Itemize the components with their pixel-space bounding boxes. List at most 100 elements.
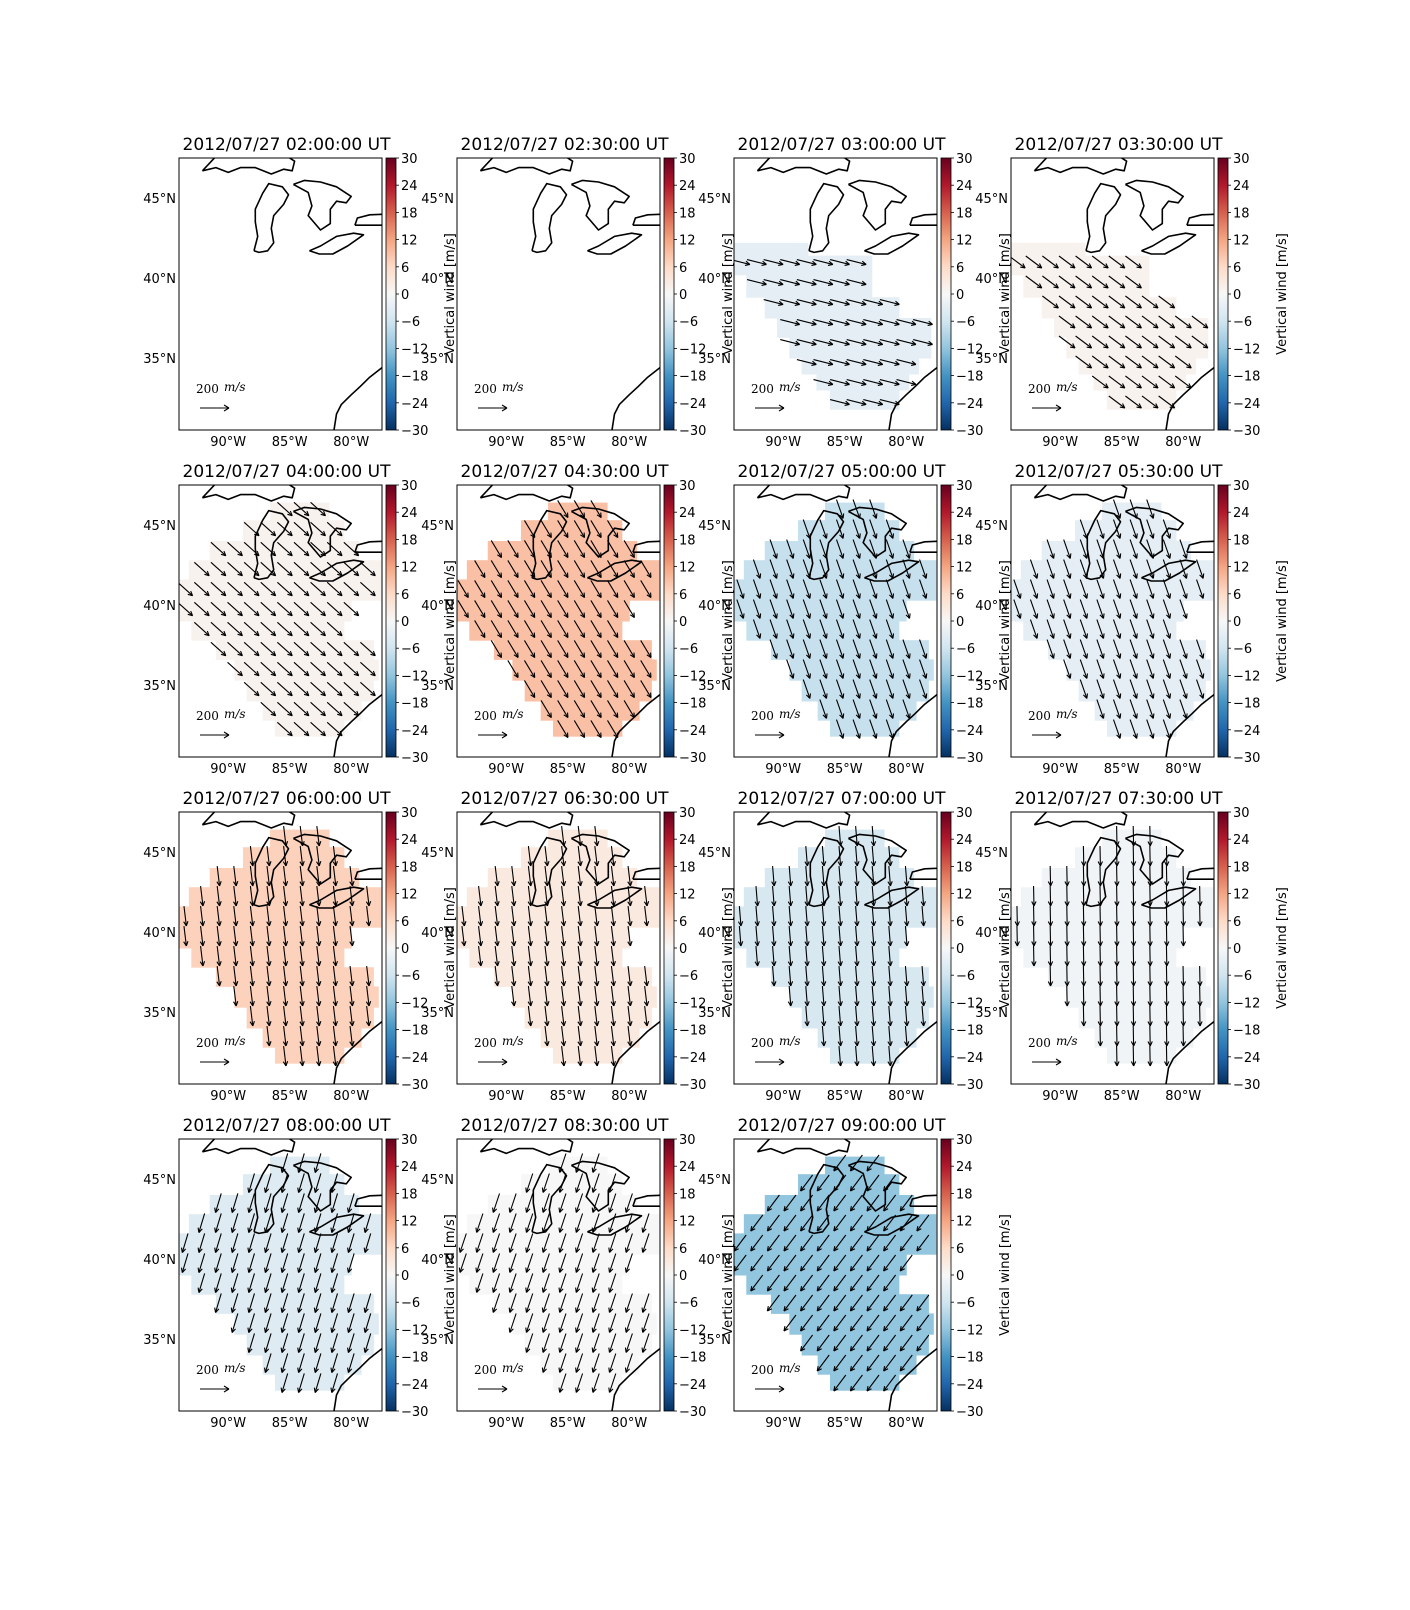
wind-arrow: [197, 1213, 206, 1233]
wind-arrow: [783, 1194, 797, 1212]
wind-arrow: [544, 906, 550, 927]
wind-arrow: [193, 581, 210, 597]
quiver-key-unit: m/s: [224, 1034, 246, 1048]
wind-arrow: [260, 661, 277, 677]
wind-cell: [734, 927, 907, 949]
wind-arrow: [507, 660, 519, 679]
wind-arrow: [854, 985, 860, 1007]
wind-arrow: [607, 660, 619, 679]
wind-arrow: [1197, 905, 1203, 927]
colorbar: [940, 1138, 952, 1412]
wind-arrow: [1064, 925, 1070, 947]
coastlines: [479, 812, 660, 1084]
wind-arrow: [577, 966, 583, 987]
wind-arrow: [869, 659, 878, 679]
wind-arrow: [280, 1293, 289, 1313]
wind-arrow: [575, 1293, 584, 1313]
wind-cell: [1066, 337, 1209, 359]
wind-arrow: [1141, 395, 1159, 409]
wind-arrow: [1146, 719, 1155, 739]
wind-arrow: [558, 1193, 567, 1213]
wind-arrow: [1129, 719, 1138, 739]
wind-arrow: [883, 1274, 897, 1292]
wind-cell: [817, 1028, 917, 1048]
lon-tick-label: 90°W: [765, 762, 801, 777]
wind-arrow: [866, 1314, 880, 1332]
colorbar-tick-label: 30: [1233, 806, 1250, 821]
wind-arrow: [1081, 1005, 1087, 1027]
wind-arrow: [896, 379, 917, 386]
wind-arrow: [575, 1373, 584, 1393]
colorbar-tick-label: −24: [679, 1378, 706, 1393]
wind-arrow: [360, 681, 376, 697]
lon-tick-label: 85°W: [272, 1089, 308, 1104]
wind-arrow: [1075, 255, 1093, 269]
wind-arrow: [1112, 499, 1122, 519]
wind-arrow: [1114, 965, 1120, 987]
wind-arrow: [557, 680, 569, 699]
colorbar-tick-label: 12: [1233, 888, 1250, 903]
wind-arrow: [313, 1273, 322, 1293]
wind-arrow: [492, 1233, 501, 1253]
coastlines: [201, 158, 382, 430]
wind-arrow: [1164, 905, 1170, 927]
wind-arrow: [365, 986, 372, 1007]
wind-arrow: [299, 846, 305, 867]
wind-arrow: [641, 1233, 650, 1253]
wind-arrow: [540, 600, 552, 619]
colorbar: [940, 811, 952, 1085]
wind-arrow: [1179, 639, 1188, 659]
wind-arrow: [1125, 255, 1142, 269]
wind-arrow: [199, 906, 206, 927]
colorbar-tick-label: −6: [401, 315, 420, 330]
colorbar-label: Vertical wind [m/s]: [1275, 887, 1290, 1009]
wind-arrow: [1129, 659, 1138, 679]
wind-arrow: [813, 359, 834, 366]
colorbar-tick-label: 12: [401, 888, 418, 903]
wind-arrow: [887, 905, 893, 927]
wind-arrow: [833, 1254, 847, 1272]
wind-arrow: [800, 1174, 814, 1192]
wind-arrow: [1047, 945, 1054, 967]
colorbar-tick-label: 12: [679, 561, 696, 576]
colorbar-tick-label: 12: [401, 561, 418, 576]
wind-arrow: [575, 1193, 584, 1213]
wind-arrow: [316, 886, 322, 907]
wind-cell: [469, 948, 623, 968]
wind-arrow: [590, 640, 602, 659]
wind-arrow: [594, 926, 600, 947]
map-frame: [456, 811, 661, 1085]
wind-arrow: [1162, 519, 1172, 539]
wind-arrow: [750, 1214, 764, 1232]
colorbar-tick-label: 6: [679, 1242, 687, 1257]
wind-arrow: [819, 579, 828, 599]
wind-arrow: [887, 1025, 893, 1047]
wind-arrow: [1164, 1005, 1170, 1027]
colorbar-tick-label: 24: [679, 833, 696, 848]
wind-arrow: [243, 621, 260, 637]
wind-arrow: [1079, 579, 1089, 599]
wind-arrow: [607, 620, 619, 639]
colorbar-tick-label: −24: [1233, 1051, 1260, 1066]
wind-arrow: [1064, 965, 1070, 987]
wind-arrow: [1129, 539, 1138, 559]
wind-arrow: [846, 359, 867, 366]
wind-arrow: [869, 559, 878, 579]
wind-arrow: [511, 906, 517, 927]
wind-arrow: [347, 1213, 355, 1233]
wind-arrow: [461, 906, 467, 927]
wind-cell: [191, 948, 345, 968]
wind-arrow: [197, 1233, 206, 1253]
colorbar-tick-label: 0: [679, 615, 687, 630]
wind-arrow: [227, 581, 243, 597]
wind-arrow: [1042, 295, 1059, 309]
wind-arrow: [1180, 1005, 1187, 1027]
colorbar-tick-label: −6: [401, 642, 420, 657]
colorbar-tick-label: −18: [401, 370, 428, 385]
wind-arrow: [540, 680, 552, 699]
wind-arrow: [525, 1313, 534, 1333]
colorbar-tick-label: −30: [956, 751, 983, 766]
wind-arrow: [627, 1006, 633, 1027]
wind-arrow: [263, 1313, 272, 1333]
